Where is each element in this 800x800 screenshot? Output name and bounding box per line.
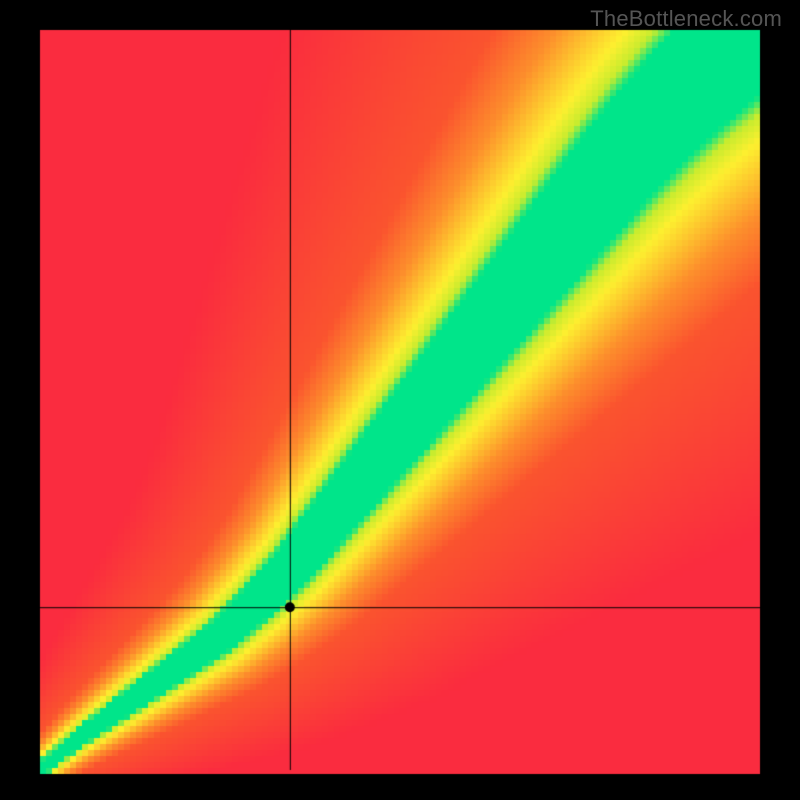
chart-container: TheBottleneck.com: [0, 0, 800, 800]
watermark-text: TheBottleneck.com: [590, 6, 782, 32]
bottleneck-heatmap: [0, 0, 800, 800]
